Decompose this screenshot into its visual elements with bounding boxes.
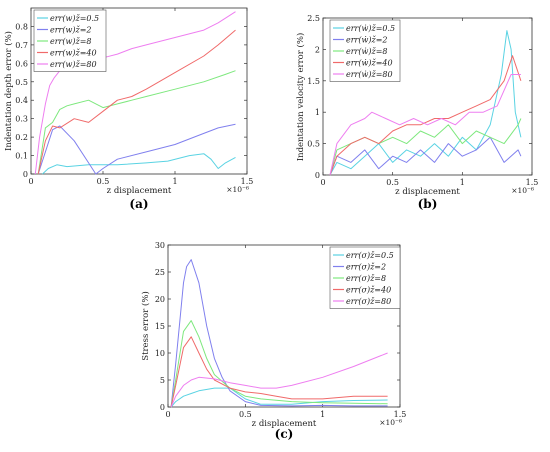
y-tick-label: 25	[155, 268, 165, 277]
y-axis-label: Stress error (%)	[140, 291, 151, 361]
x-exponent-label: ×10⁻⁶	[226, 185, 249, 194]
legend: err(ẇ)ž=0.5 err(ẇ)ž=2 err(ẇ)ž=8 err(ẇ)ž=40 e…	[329, 19, 401, 82]
x-tick-label: 0.5	[97, 177, 110, 186]
chart-panel-1: 0 0.5 1 1.5 0 0.1 0.2 0.3 0.4 0.5 0.6 0.7 0.8 ×10⁻⁶ z …	[3, 7, 254, 211]
legend-label: err(σ)ž=0.5	[346, 251, 394, 260]
y-axis-label: Indentation depth error (%)	[3, 31, 14, 151]
y-tick-label: 0	[160, 403, 165, 412]
legend-label: err(w)ž=2	[50, 26, 91, 35]
panel-label: (a)	[129, 197, 148, 211]
y-tick-label: 0	[23, 170, 28, 179]
x-tick-label: 0.5	[239, 410, 252, 419]
x-tick-label: 1	[460, 178, 465, 187]
x-tick-label: 1.5	[526, 178, 539, 187]
legend-label: err(σ)ž=8	[346, 274, 386, 283]
x-tick-label: 1	[172, 177, 177, 186]
x-tick-label: 1	[320, 410, 325, 419]
series-line-5	[170, 352, 388, 408]
chart-panel-3: 0 0.5 1 1.5 0 5 10 15 20 25 30 ×10⁻⁶ z displacement S…	[140, 241, 406, 441]
legend-label: err(σ)ž=40	[346, 286, 391, 295]
x-exponent-label: ×10⁻⁶	[379, 418, 402, 427]
y-tick-label: 15	[155, 322, 165, 331]
legend-label: err(σ)ž=80	[346, 297, 391, 306]
legend-label: err(ẇ)ž=0.5	[346, 24, 395, 33]
y-tick-label: 10	[155, 349, 165, 358]
y-tick-label: 0.1	[15, 152, 28, 161]
series-line-5	[329, 74, 521, 176]
series-line-4	[329, 55, 522, 176]
series-line-3	[170, 320, 388, 408]
plot-frame	[30, 7, 248, 175]
series-line-1	[170, 387, 388, 408]
panel-label: (b)	[418, 197, 438, 211]
legend-label: err(ẇ)ž=40	[346, 59, 393, 68]
legend-label: err(w)ž=80	[50, 60, 97, 69]
series-line-4	[170, 336, 388, 408]
legend: err(σ)ž=0.5 err(σ)ž=2 err(σ)ž=8 err(σ)ž=40 e…	[329, 246, 401, 309]
x-exponent-label: ×10⁻⁶	[511, 186, 534, 195]
series-line-1	[329, 30, 522, 176]
legend-label: err(ẇ)ž=2	[346, 36, 387, 45]
series-line-3	[37, 70, 236, 175]
x-tick-label: 0	[28, 177, 33, 186]
y-tick-label: 0.5	[15, 78, 28, 87]
y-tick-label: 0.3	[15, 115, 28, 124]
series-line-4	[37, 29, 236, 175]
x-tick-label: 1.5	[394, 410, 407, 419]
legend-label: err(w)ž=8	[50, 37, 91, 46]
y-tick-label: 0.8	[15, 22, 28, 31]
x-tick-label: 0	[165, 410, 170, 419]
y-tick-label: 0.4	[15, 96, 28, 105]
y-tick-label: 0.2	[15, 133, 28, 142]
x-tick-label: 0.5	[386, 178, 399, 187]
y-tick-label: 2.5	[307, 14, 320, 23]
panel-label: (c)	[275, 427, 294, 441]
y-tick-label: 0.5	[307, 140, 320, 149]
legend-label: err(σ)ž=2	[346, 263, 386, 272]
legend-label: err(w)ž=0.5	[50, 14, 99, 23]
legend: err(w)ž=0.5 err(w)ž=2 err(w)ž=8 err(w)ž=40 e…	[33, 9, 107, 72]
legend-label: err(ẇ)ž=80	[346, 70, 393, 79]
y-tick-label: 1.5	[307, 77, 320, 86]
y-tick-label: 5	[160, 376, 165, 385]
series-line-3	[329, 118, 522, 176]
x-axis-label: z displacement	[107, 186, 172, 196]
x-axis-label: z displacement	[395, 187, 460, 197]
series-line-2	[37, 123, 236, 175]
legend-label: err(ẇ)ž=8	[346, 47, 387, 56]
y-tick-label: 0.6	[15, 59, 28, 68]
y-tick-label: 2	[315, 45, 320, 54]
y-tick-label: 0	[315, 171, 320, 180]
series-line-2	[329, 136, 522, 176]
series-line-1	[42, 153, 236, 175]
x-axis-label: z displacement	[252, 419, 317, 429]
y-axis-label: Indentation velocity error (%)	[295, 33, 306, 162]
x-tick-label: 1.5	[241, 177, 254, 186]
chart-panel-2: 0 0.5 1 1.5 0 0.5 1 1.5 2 2.5 ×10⁻⁶ z displacement I…	[295, 14, 538, 211]
y-tick-label: 20	[155, 295, 165, 304]
series-line-2	[170, 259, 388, 408]
y-tick-label: 1	[315, 108, 320, 117]
x-tick-label: 0	[320, 178, 325, 187]
legend-label: err(w)ž=40	[50, 49, 97, 58]
plot-frame	[322, 17, 533, 176]
y-tick-label: 0.7	[15, 41, 28, 50]
y-tick-label: 30	[155, 241, 165, 250]
